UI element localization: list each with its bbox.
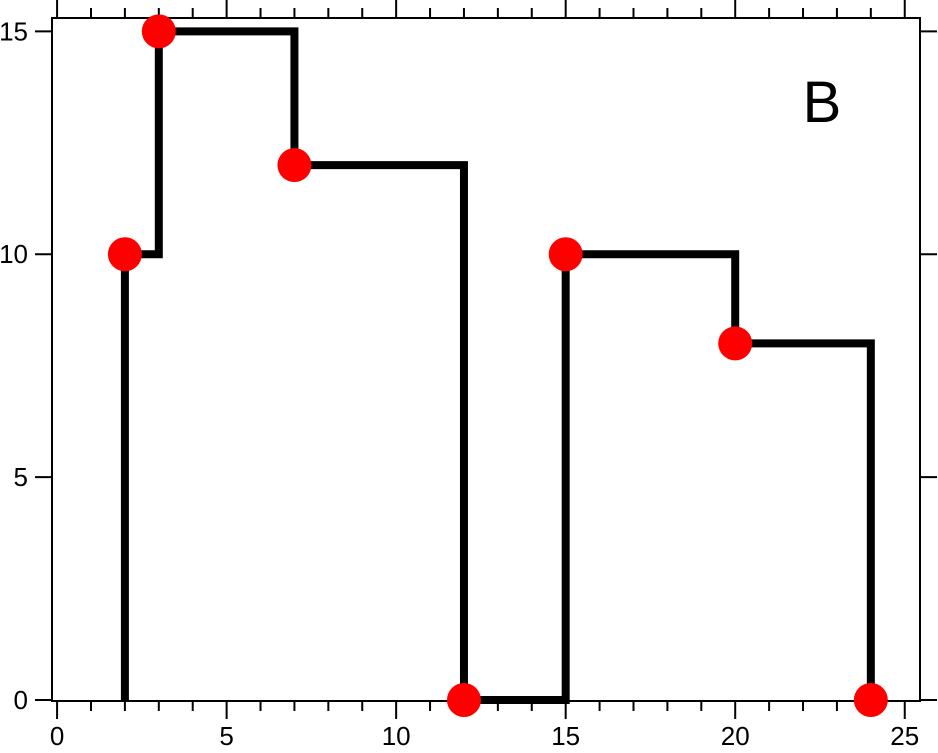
series <box>107 14 888 717</box>
panel-label: B <box>803 70 842 135</box>
x-tick-label: 15 <box>551 721 580 751</box>
data-point <box>107 237 142 272</box>
x-tick-label: 25 <box>890 721 919 751</box>
data-point <box>141 14 176 49</box>
step-line <box>120 27 875 704</box>
y-tick-label: 10 <box>0 239 28 269</box>
data-point <box>718 326 753 361</box>
x-tick-label: 5 <box>219 721 233 751</box>
x-tick-label: 20 <box>721 721 750 751</box>
data-point <box>548 237 583 272</box>
data-point <box>853 683 888 717</box>
data-point <box>446 683 481 717</box>
plot-frame <box>51 17 921 702</box>
y-tick-label: 0 <box>14 685 28 715</box>
data-point <box>277 148 312 183</box>
x-tick-label: 0 <box>50 721 64 751</box>
y-tick-label: 5 <box>14 462 28 492</box>
x-tick-label: 10 <box>382 721 411 751</box>
y-tick-label: 15 <box>0 16 28 46</box>
